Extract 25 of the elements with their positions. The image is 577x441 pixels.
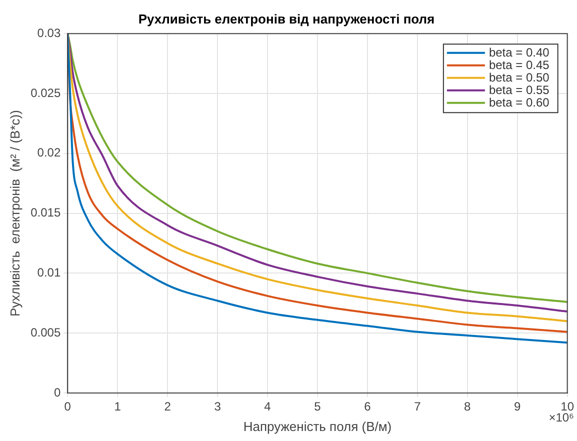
y-tick-label: 0.02: [37, 146, 61, 160]
chart-title: Рухливість електронів від напруженості поля: [138, 11, 435, 26]
x-tick-label: 0: [64, 400, 72, 414]
y-axis-title: Рухливість електронів (м² / (В*с)): [7, 110, 22, 317]
x-tick-label: 7: [414, 400, 422, 414]
y-tick-label: 0.01: [37, 266, 61, 280]
x-tick-label: 9: [514, 400, 522, 414]
x-tick-label: 1: [114, 400, 122, 414]
y-tick-label: 0.005: [30, 325, 61, 340]
legend-label: beta = 0.40: [488, 46, 550, 60]
y-tick-label: 0.03: [37, 26, 61, 40]
legend-label: beta = 0.50: [488, 70, 550, 85]
y-tick-label: 0: [54, 385, 61, 400]
x-tick-label: 6: [364, 400, 372, 414]
legend-label: beta = 0.55: [488, 83, 550, 98]
y-tick-label: 0.025: [30, 86, 61, 100]
legend-label: beta = 0.60: [488, 96, 550, 110]
x-tick-label: 4: [264, 400, 272, 414]
x-tick-label: 3: [214, 400, 222, 414]
x-axis-title: Напруженість поля (В/м): [243, 418, 392, 434]
y-tick-label: 0.015: [30, 206, 61, 220]
x-tick-label: 8: [464, 400, 472, 414]
x-tick-label: 5: [314, 400, 322, 414]
x-tick-label: 2: [164, 400, 172, 414]
legend-label: beta = 0.45: [488, 58, 550, 72]
